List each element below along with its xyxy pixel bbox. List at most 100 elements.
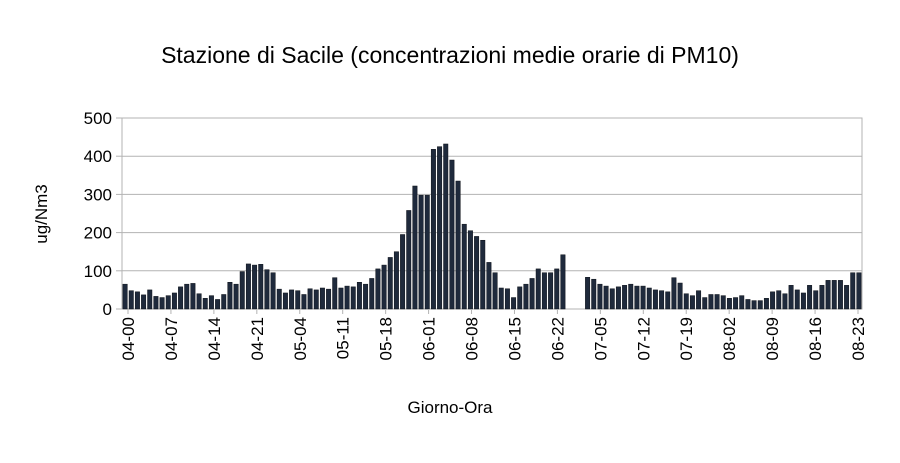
- bar: [375, 268, 381, 310]
- bar: [739, 295, 745, 310]
- bar: [807, 285, 813, 310]
- bar: [184, 283, 190, 310]
- bar: [424, 194, 430, 310]
- bar: [332, 277, 338, 310]
- bar: [264, 269, 270, 310]
- bar: [794, 289, 800, 310]
- y-tick-label: 500: [84, 109, 112, 128]
- bar: [165, 295, 171, 310]
- bar: [640, 285, 646, 310]
- bar: [757, 300, 763, 310]
- bar: [252, 264, 258, 310]
- x-tick-label: 06-08: [463, 317, 482, 360]
- bar: [517, 286, 523, 310]
- bar: [227, 282, 233, 310]
- bar: [683, 293, 689, 310]
- x-tick-label: 06-15: [505, 317, 524, 360]
- bar: [418, 194, 424, 310]
- bar: [659, 290, 665, 310]
- bar: [523, 283, 529, 310]
- bar: [344, 285, 350, 310]
- bar: [171, 292, 177, 310]
- bar: [825, 280, 831, 310]
- bar: [480, 239, 486, 310]
- bar: [159, 297, 165, 310]
- x-tick-label: 04-07: [162, 317, 181, 360]
- bar: [529, 278, 535, 310]
- bar: [671, 277, 677, 310]
- bar: [831, 280, 837, 310]
- bar: [276, 288, 282, 310]
- bar: [646, 287, 652, 310]
- bar: [622, 285, 628, 310]
- bar: [554, 268, 560, 310]
- bar: [461, 223, 467, 310]
- bar: [208, 295, 214, 310]
- x-tick-label: 08-02: [720, 317, 739, 360]
- bar: [295, 290, 301, 310]
- y-axis-label: ug/Nm3: [32, 184, 51, 244]
- bar: [856, 272, 862, 310]
- bar: [196, 293, 202, 310]
- bar: [301, 294, 307, 310]
- x-tick-label: 05-18: [377, 317, 396, 360]
- bar: [837, 280, 843, 310]
- bar: [751, 300, 757, 310]
- bar: [381, 264, 387, 310]
- bar: [202, 298, 208, 310]
- bar: [400, 234, 406, 310]
- bar: [245, 263, 251, 310]
- bar: [282, 292, 288, 310]
- bar: [652, 289, 658, 310]
- bar: [591, 278, 597, 310]
- bar: [844, 285, 850, 310]
- bar: [615, 286, 621, 310]
- x-tick-label: 08-09: [763, 317, 782, 360]
- bar: [134, 291, 140, 310]
- bar: [603, 285, 609, 310]
- bar: [443, 143, 449, 310]
- bar: [190, 283, 196, 310]
- bar: [677, 282, 683, 310]
- bar: [356, 282, 362, 310]
- bar: [560, 254, 566, 310]
- bar: [634, 285, 640, 310]
- bar: [726, 298, 732, 310]
- bar: [178, 286, 184, 310]
- bar: [289, 289, 295, 310]
- bar: [467, 230, 473, 310]
- x-tick-label: 05-11: [334, 317, 353, 359]
- bar: [714, 294, 720, 310]
- y-tick-label: 0: [103, 300, 112, 319]
- bar: [585, 277, 591, 310]
- bar: [511, 297, 517, 310]
- bar: [363, 283, 369, 310]
- bar: [689, 295, 695, 310]
- bar: [548, 272, 554, 310]
- bar: [128, 290, 134, 310]
- bar: [486, 262, 492, 310]
- bar: [628, 283, 634, 310]
- x-tick-label: 06-01: [420, 317, 439, 360]
- chart-title: Stazione di Sacile (concentrazioni medie…: [161, 42, 739, 68]
- bar: [350, 286, 356, 310]
- bar: [788, 285, 794, 310]
- bar: [696, 290, 702, 310]
- bar: [800, 292, 806, 310]
- plot-area: [121, 117, 863, 310]
- bar: [782, 293, 788, 310]
- bar: [763, 298, 769, 310]
- bar: [850, 272, 856, 310]
- bar: [326, 288, 332, 310]
- bar: [665, 291, 671, 310]
- bar: [597, 283, 603, 310]
- bar: [702, 297, 708, 310]
- bar: [258, 264, 264, 310]
- x-axis-label: Giorno-Ora: [407, 398, 493, 417]
- bar: [770, 291, 776, 310]
- x-tick-label: 08-16: [806, 317, 825, 360]
- bar: [270, 272, 276, 310]
- bar: [776, 290, 782, 310]
- bar: [541, 272, 547, 310]
- x-tick-label: 08-23: [849, 317, 868, 360]
